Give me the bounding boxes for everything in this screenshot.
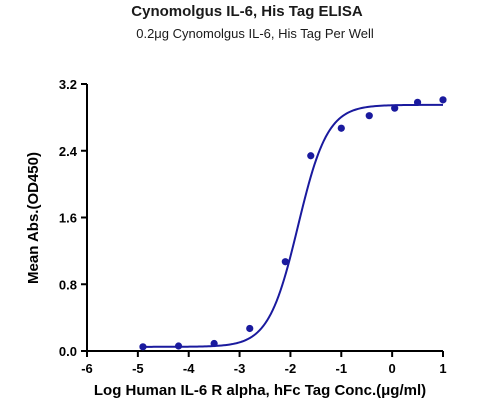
y-tick-label: 0.8: [59, 277, 77, 292]
data-points: [139, 96, 447, 351]
data-point: [413, 98, 422, 106]
x-tick-label: -1: [336, 361, 348, 376]
x-axis-label: Log Human IL-6 R alpha, hFc Tag Conc.(μg…: [94, 382, 426, 399]
data-point: [307, 152, 315, 160]
data-point: [365, 112, 373, 120]
y-tick-label: 0.0: [59, 344, 77, 359]
data-point: [439, 96, 447, 104]
x-tick-label: 0: [389, 361, 396, 376]
y-axis-ticks: 0.0 0.8 1.6 2.4 3.2: [59, 77, 87, 359]
data-point: [391, 104, 399, 112]
data-point: [337, 124, 345, 132]
y-tick-label: 1.6: [59, 211, 77, 226]
data-point: [210, 339, 218, 348]
chart-subtitle: 0.2μg Cynomolgus IL-6, His Tag Per Well: [136, 26, 374, 41]
y-tick-label: 3.2: [59, 77, 77, 92]
y-tick-label: 2.4: [59, 144, 78, 159]
x-axis-ticks: -6 -5 -4 -3 -2 -1 0 1: [81, 351, 447, 376]
data-point: [174, 342, 183, 350]
x-tick-label: 1: [439, 361, 446, 376]
fit-curve: [140, 103, 443, 348]
x-tick-label: -6: [81, 361, 93, 376]
x-tick-label: -2: [285, 361, 297, 376]
data-point: [281, 258, 289, 266]
x-tick-label: -5: [132, 361, 144, 376]
x-tick-label: -3: [234, 361, 246, 376]
data-point: [246, 324, 254, 333]
data-point: [139, 343, 147, 351]
x-tick-label: -4: [183, 361, 195, 376]
chart-title: Cynomolgus IL-6, His Tag ELISA: [131, 3, 363, 20]
y-axis-label: Mean Abs.(OD450): [25, 152, 42, 284]
